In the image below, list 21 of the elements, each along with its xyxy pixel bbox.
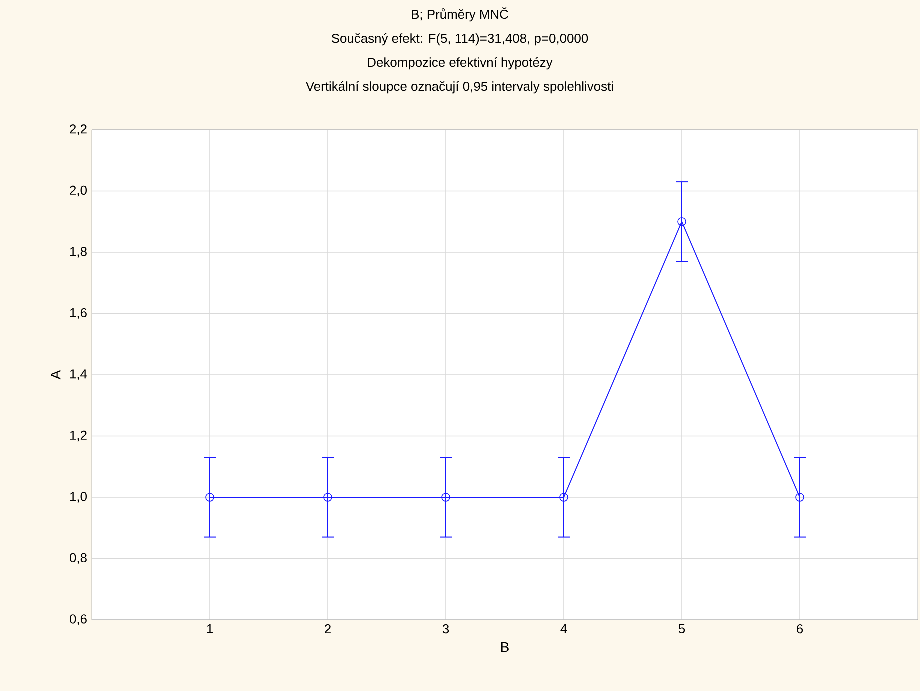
y-tick-label: 1,4 (70, 370, 88, 380)
y-tick-label: 0,6 (70, 614, 87, 626)
x-axis-title: B (501, 642, 509, 652)
y-axis-title: A (51, 370, 61, 380)
chart-subtitle: Současný efekt: F(5, 114)=31,408, p=0,0000 (332, 33, 588, 46)
x-tick-label: 1 (207, 624, 213, 634)
text: Dekompozice efektivní hypotézy (368, 57, 553, 70)
y-tick-label: 1,8 (70, 247, 87, 258)
y-tick-label: 1,0 (70, 492, 87, 503)
x-tick-label: 3 (442, 624, 450, 634)
x-tick-label: 5 (678, 624, 686, 634)
y-tick-label: 0,8 (70, 553, 87, 564)
y-tick-label: 2,0 (70, 186, 87, 197)
y-tick-label: 2,2 (70, 124, 87, 136)
chart-title: B; Průměry MNČ (412, 8, 508, 22)
x-tick-label: 4 (560, 624, 568, 634)
text: Vertikální sloupce označují 0,95 intervaly spolehlivosti (306, 81, 614, 94)
y-tick-label: 1,6 (70, 308, 87, 320)
y-tick-label: 1,2 (70, 430, 87, 442)
x-tick-label: 2 (325, 624, 331, 634)
x-tick-label: 6 (797, 624, 804, 634)
